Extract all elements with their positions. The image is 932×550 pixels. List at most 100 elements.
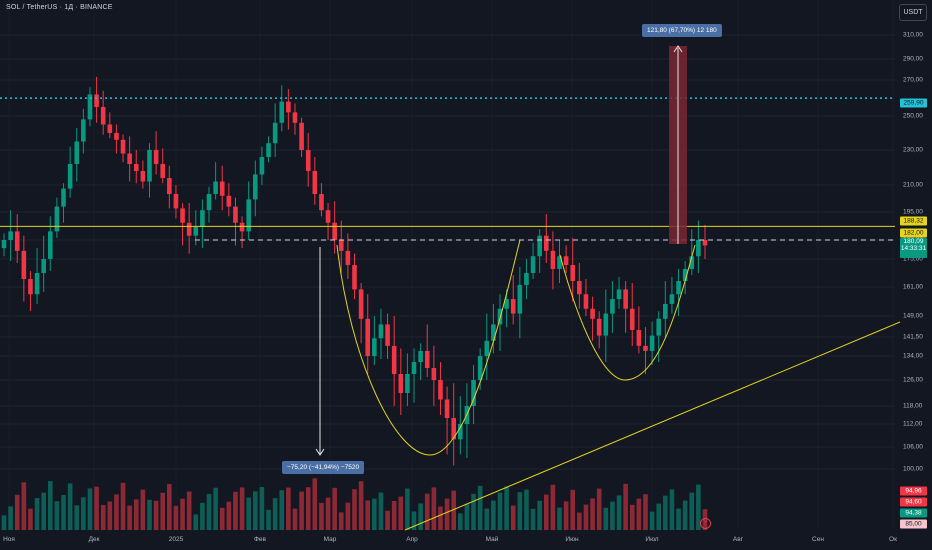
volume-bar bbox=[524, 489, 529, 530]
y-tick-label: 106,00 bbox=[903, 443, 923, 451]
volume-bar bbox=[491, 500, 496, 530]
x-tick-label: Июл bbox=[645, 536, 659, 543]
candle-body bbox=[114, 133, 119, 140]
volume-bar bbox=[424, 493, 430, 530]
y-tick-label: 161,00 bbox=[903, 283, 923, 291]
candle-body bbox=[219, 181, 225, 196]
volume-bar bbox=[352, 489, 357, 530]
candle-body bbox=[319, 194, 324, 211]
volume-bar bbox=[583, 504, 589, 530]
volume-bar bbox=[391, 501, 397, 530]
candle-body bbox=[47, 231, 53, 259]
candle-body bbox=[127, 153, 132, 164]
dashed-level-label: 182,00 bbox=[900, 228, 927, 238]
x-tick-label: Ноя bbox=[3, 536, 15, 543]
volume-bar bbox=[471, 493, 476, 530]
volume-bar bbox=[345, 502, 351, 530]
candle-body bbox=[292, 112, 298, 123]
candle-body bbox=[570, 265, 576, 281]
x-tick-label: 2025 bbox=[168, 536, 184, 543]
volume-bar bbox=[438, 506, 443, 530]
y-tick-label: 250,00 bbox=[903, 112, 923, 120]
volume-bar bbox=[477, 485, 483, 530]
volume-bar bbox=[385, 510, 390, 530]
x-tick-label: Сен bbox=[812, 536, 824, 543]
volume-bar bbox=[550, 484, 556, 530]
volume-label-4: 85,00 bbox=[900, 519, 927, 529]
candle-body bbox=[504, 299, 509, 309]
volume-bar bbox=[272, 498, 278, 530]
candle-body bbox=[41, 259, 46, 273]
candle-body bbox=[438, 380, 443, 400]
cyan-level-label: 259,90 bbox=[900, 98, 927, 108]
x-tick-label: Июн bbox=[565, 536, 579, 543]
y-tick-label: 112,00 bbox=[903, 420, 923, 428]
volume-bar bbox=[444, 498, 450, 530]
candle-body bbox=[590, 308, 595, 319]
y-tick-label: 310,00 bbox=[903, 31, 923, 39]
x-tick-label: Май bbox=[485, 536, 499, 543]
volume-bar bbox=[279, 490, 285, 530]
volume-bar bbox=[557, 507, 562, 530]
candle-body bbox=[153, 150, 159, 164]
volume-bar bbox=[338, 512, 344, 530]
volume-bar bbox=[147, 499, 152, 530]
volume-bar bbox=[676, 508, 681, 530]
candle-body bbox=[160, 164, 166, 178]
volume-bar bbox=[28, 508, 33, 530]
volume-bar bbox=[114, 494, 119, 530]
current-price-label: 180,09 14:33:31 bbox=[900, 238, 927, 258]
volume-bar bbox=[21, 482, 27, 530]
candle-body bbox=[557, 256, 562, 269]
volume-bar bbox=[458, 513, 463, 530]
candle-body bbox=[398, 374, 404, 393]
volume-bar bbox=[616, 495, 622, 530]
y-tick-label: 126,00 bbox=[903, 376, 923, 384]
candle-body bbox=[312, 171, 318, 194]
volume-bar bbox=[656, 503, 662, 530]
volume-bar bbox=[497, 492, 503, 530]
candle-body bbox=[537, 235, 542, 257]
candle-body bbox=[616, 289, 622, 300]
candle-body bbox=[656, 318, 662, 336]
candle-body bbox=[8, 231, 13, 240]
volume-bar bbox=[266, 509, 271, 530]
candle-body bbox=[702, 240, 708, 246]
y-tick-label: 149,00 bbox=[903, 312, 923, 320]
volume-label-3: 94,38 bbox=[900, 508, 927, 518]
volume-bar bbox=[133, 499, 139, 530]
volume-bar bbox=[61, 495, 66, 530]
candle-body bbox=[563, 256, 569, 265]
candle-body bbox=[623, 289, 628, 309]
volume-bar bbox=[325, 497, 331, 530]
volume-bar bbox=[372, 498, 377, 530]
volume-bar bbox=[517, 492, 523, 530]
flash-icon[interactable]: ⚡ bbox=[700, 518, 711, 529]
candle-body bbox=[649, 335, 655, 351]
candle-body bbox=[669, 294, 675, 304]
y-tick-label: 270,00 bbox=[903, 76, 923, 84]
candle-body bbox=[54, 206, 60, 232]
y-tick-label: 141,50 bbox=[903, 333, 923, 341]
candle-body bbox=[140, 171, 146, 182]
candle-body bbox=[689, 256, 695, 269]
current-price-value: 180,09 bbox=[903, 238, 924, 245]
candle-body bbox=[186, 222, 192, 236]
x-tick-label: Ок bbox=[889, 536, 897, 543]
currency-button[interactable]: USDT bbox=[899, 4, 927, 21]
volume-bar bbox=[120, 482, 126, 530]
candle-body bbox=[391, 345, 397, 374]
candle-body bbox=[471, 380, 476, 406]
drop-measure-label: −75,20 (−41,94%) −7520 bbox=[282, 461, 365, 474]
candle-body bbox=[173, 194, 179, 209]
candle-body bbox=[444, 399, 450, 418]
candle-body bbox=[385, 324, 390, 346]
volume-bar bbox=[186, 491, 192, 530]
handle-curve bbox=[559, 244, 696, 381]
candle-body bbox=[305, 150, 311, 171]
volume-bar bbox=[504, 486, 509, 530]
candle-body bbox=[180, 208, 185, 223]
candle-body bbox=[206, 194, 212, 211]
candle-body bbox=[477, 356, 483, 380]
